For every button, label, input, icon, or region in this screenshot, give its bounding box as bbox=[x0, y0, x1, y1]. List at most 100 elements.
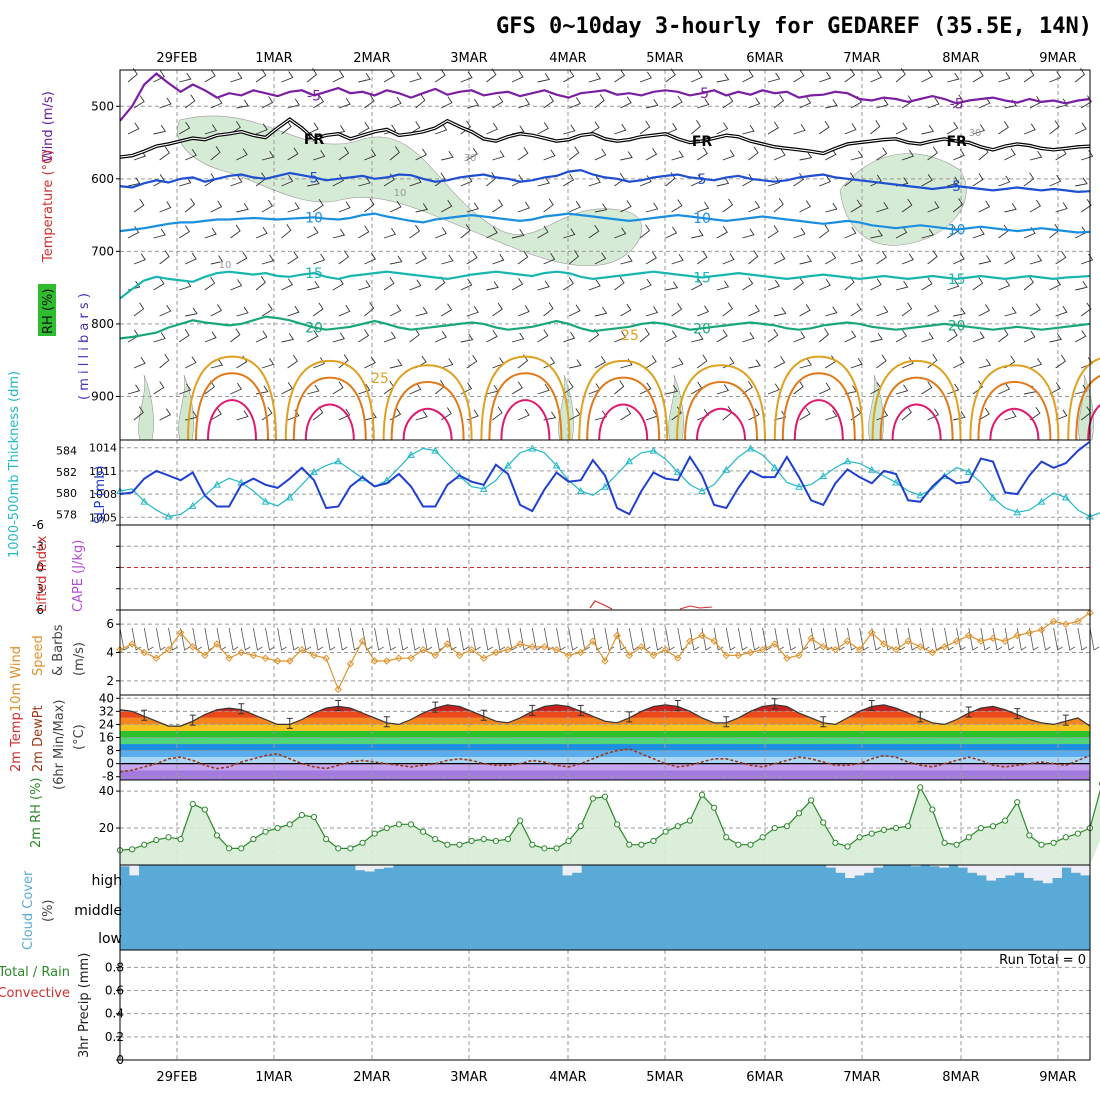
bottom-date-label-5: 5MAR bbox=[646, 1070, 683, 1085]
wind-barb-8-8 bbox=[332, 277, 344, 291]
wind10-marker-11 bbox=[249, 651, 258, 660]
wind-barb-0-29 bbox=[870, 71, 883, 83]
wind-barb-2-36 bbox=[1049, 120, 1060, 135]
wind10-barb-47 bbox=[689, 627, 700, 651]
top-date-label-4: 4MAR bbox=[549, 51, 586, 66]
cloud-level-2: low bbox=[98, 931, 122, 947]
rh2m-marker-16 bbox=[310, 813, 318, 821]
wind-barb-6-31 bbox=[921, 228, 934, 239]
wind-barb-2-3 bbox=[204, 124, 218, 135]
wind-barb-10-10 bbox=[383, 331, 396, 343]
wind-barb-9-26 bbox=[799, 303, 811, 317]
thickness-marker-78 bbox=[1061, 493, 1070, 501]
isotherm-label-3-2: 10 bbox=[948, 223, 966, 239]
temp-minmax-1 bbox=[189, 714, 196, 726]
wind-barb-8-14 bbox=[486, 281, 499, 291]
wind-barb-0-34 bbox=[998, 72, 1011, 83]
wind-barb-8-32 bbox=[947, 280, 960, 291]
wind-barb-10-17 bbox=[563, 331, 576, 343]
wind-barb-1-36 bbox=[1055, 98, 1068, 109]
wind-barb-10-19 bbox=[614, 331, 627, 343]
wind10-barb-3 bbox=[156, 627, 166, 651]
wind-barb-0-22 bbox=[691, 70, 703, 83]
bottom-date-label-1: 1MAR bbox=[255, 1070, 292, 1085]
rh2m-marker-47 bbox=[686, 817, 693, 824]
wind-barb-10-23 bbox=[716, 329, 728, 343]
rh2m-marker-1 bbox=[129, 846, 136, 853]
wind-barb-7-8 bbox=[338, 250, 350, 265]
wind-barb-1-11 bbox=[415, 94, 426, 109]
wind-barb-4-27 bbox=[819, 175, 832, 187]
wind-barb-7-34 bbox=[1004, 251, 1016, 265]
isotherm-35-arch-6 bbox=[793, 399, 844, 441]
temp-minmax-10 bbox=[626, 711, 633, 723]
wind-barb-13-35 bbox=[1029, 407, 1041, 421]
wind-barb-13-34 bbox=[1004, 410, 1017, 421]
wind-barb-8-25 bbox=[767, 279, 780, 291]
wind10-barb-54 bbox=[774, 627, 785, 651]
rh2m-marker-37 bbox=[565, 837, 572, 845]
wind-barb-12-7 bbox=[307, 384, 320, 395]
wind-barb-9-10 bbox=[389, 304, 402, 317]
lifted-index-trace-2 bbox=[679, 605, 713, 610]
wind-barb-2-14 bbox=[486, 122, 499, 135]
wind-barb-13-11 bbox=[415, 410, 428, 421]
wind-barb-2-33 bbox=[972, 124, 986, 135]
wind-barb-4-6 bbox=[281, 174, 294, 187]
temp-band-10 bbox=[120, 770, 1090, 780]
wind-barb-13-31 bbox=[927, 408, 940, 421]
wind-barb-8-17 bbox=[562, 277, 574, 291]
wind-barb-5-34 bbox=[1004, 203, 1017, 213]
wind-barb-12-27 bbox=[819, 382, 831, 395]
wind-barb-3-10 bbox=[389, 146, 400, 161]
isotherm-label-2-2: 5 bbox=[952, 179, 961, 195]
wind10-marker-47 bbox=[686, 637, 694, 645]
wind10-marker-25 bbox=[419, 645, 427, 654]
wind-barb-5-35 bbox=[1029, 199, 1042, 213]
wind10-marker-39 bbox=[589, 637, 597, 645]
thickness-marker-48 bbox=[698, 486, 706, 494]
wind-barb-0-35 bbox=[1023, 68, 1035, 83]
wind-barb-8-35 bbox=[1023, 276, 1034, 291]
wind10-marker-79 bbox=[1074, 617, 1082, 626]
wind10-marker-51 bbox=[734, 651, 743, 660]
wind-barb-12-15 bbox=[511, 381, 523, 395]
wind-barb-9-8 bbox=[338, 305, 351, 317]
wind-barb-8-31 bbox=[921, 277, 933, 291]
wind10-barb-29 bbox=[471, 627, 481, 651]
rh2m-marker-41 bbox=[614, 821, 621, 828]
wind-barb-13-25 bbox=[773, 410, 787, 421]
wind-barb-7-1 bbox=[159, 250, 170, 265]
wind-barb-1-25 bbox=[773, 94, 785, 109]
isotherm-label-5-2: 20 bbox=[948, 318, 966, 334]
bottom-date-label-0: 29FEB bbox=[156, 1070, 197, 1085]
wind10-marker-42 bbox=[625, 651, 633, 660]
wind10-marker-75 bbox=[1025, 628, 1034, 637]
wind-barb-2-32 bbox=[946, 121, 959, 135]
wind10-marker-38 bbox=[577, 648, 585, 657]
wind10-marker-6 bbox=[189, 643, 197, 651]
wind10-barb-0 bbox=[119, 627, 130, 651]
wind-barb-9-16 bbox=[543, 302, 554, 317]
wind-barb-12-19 bbox=[614, 380, 625, 395]
wind-barb-9-19 bbox=[620, 303, 632, 317]
wind10-barb-57 bbox=[810, 627, 821, 651]
wind10-marker-35 bbox=[540, 643, 549, 651]
wind-barb-5-18 bbox=[594, 203, 608, 213]
upper-air-ytick-1: 600 bbox=[91, 172, 114, 186]
wind-barb-9-17 bbox=[569, 304, 581, 317]
wind-barb-4-19 bbox=[614, 172, 625, 187]
temp-minmax-6 bbox=[432, 701, 439, 713]
wind-barb-7-11 bbox=[415, 252, 427, 265]
wind10-barb-33 bbox=[519, 627, 530, 651]
cloud-high-gap-1 bbox=[129, 865, 140, 876]
wind-barb-9-32 bbox=[953, 307, 966, 317]
wind-barb-0-32 bbox=[947, 72, 960, 83]
wind-barb-11-22 bbox=[696, 354, 708, 369]
rh2m-marker-69 bbox=[953, 841, 960, 848]
isotherm-30-arch-8 bbox=[977, 380, 1052, 441]
wind10-barb-73 bbox=[1004, 627, 1015, 651]
wind-barb-6-22 bbox=[691, 229, 704, 239]
thickness-marker-32 bbox=[504, 461, 512, 469]
thickness-marker-24 bbox=[407, 450, 415, 458]
